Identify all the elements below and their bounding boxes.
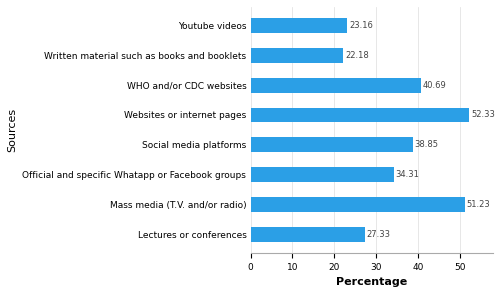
Bar: [250, 137, 413, 152]
Text: 22.18: 22.18: [345, 51, 368, 60]
Text: 38.85: 38.85: [414, 140, 438, 149]
Bar: [250, 18, 348, 33]
Text: 51.23: 51.23: [466, 200, 490, 209]
Bar: [250, 167, 394, 182]
Y-axis label: Sources: Sources: [7, 108, 17, 152]
Text: 34.31: 34.31: [396, 170, 419, 179]
Text: 52.33: 52.33: [471, 111, 495, 119]
X-axis label: Percentage: Percentage: [336, 277, 407, 287]
Text: 23.16: 23.16: [349, 21, 373, 30]
Text: 27.33: 27.33: [366, 230, 390, 239]
Bar: [250, 48, 344, 63]
Bar: [250, 197, 464, 212]
Bar: [250, 108, 470, 122]
Text: 40.69: 40.69: [422, 81, 446, 90]
Bar: [250, 227, 365, 242]
Bar: [250, 78, 420, 93]
